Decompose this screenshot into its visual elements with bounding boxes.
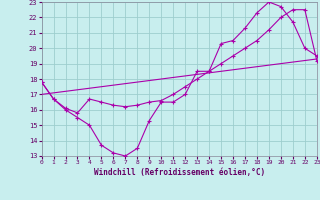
X-axis label: Windchill (Refroidissement éolien,°C): Windchill (Refroidissement éolien,°C) — [94, 168, 265, 177]
